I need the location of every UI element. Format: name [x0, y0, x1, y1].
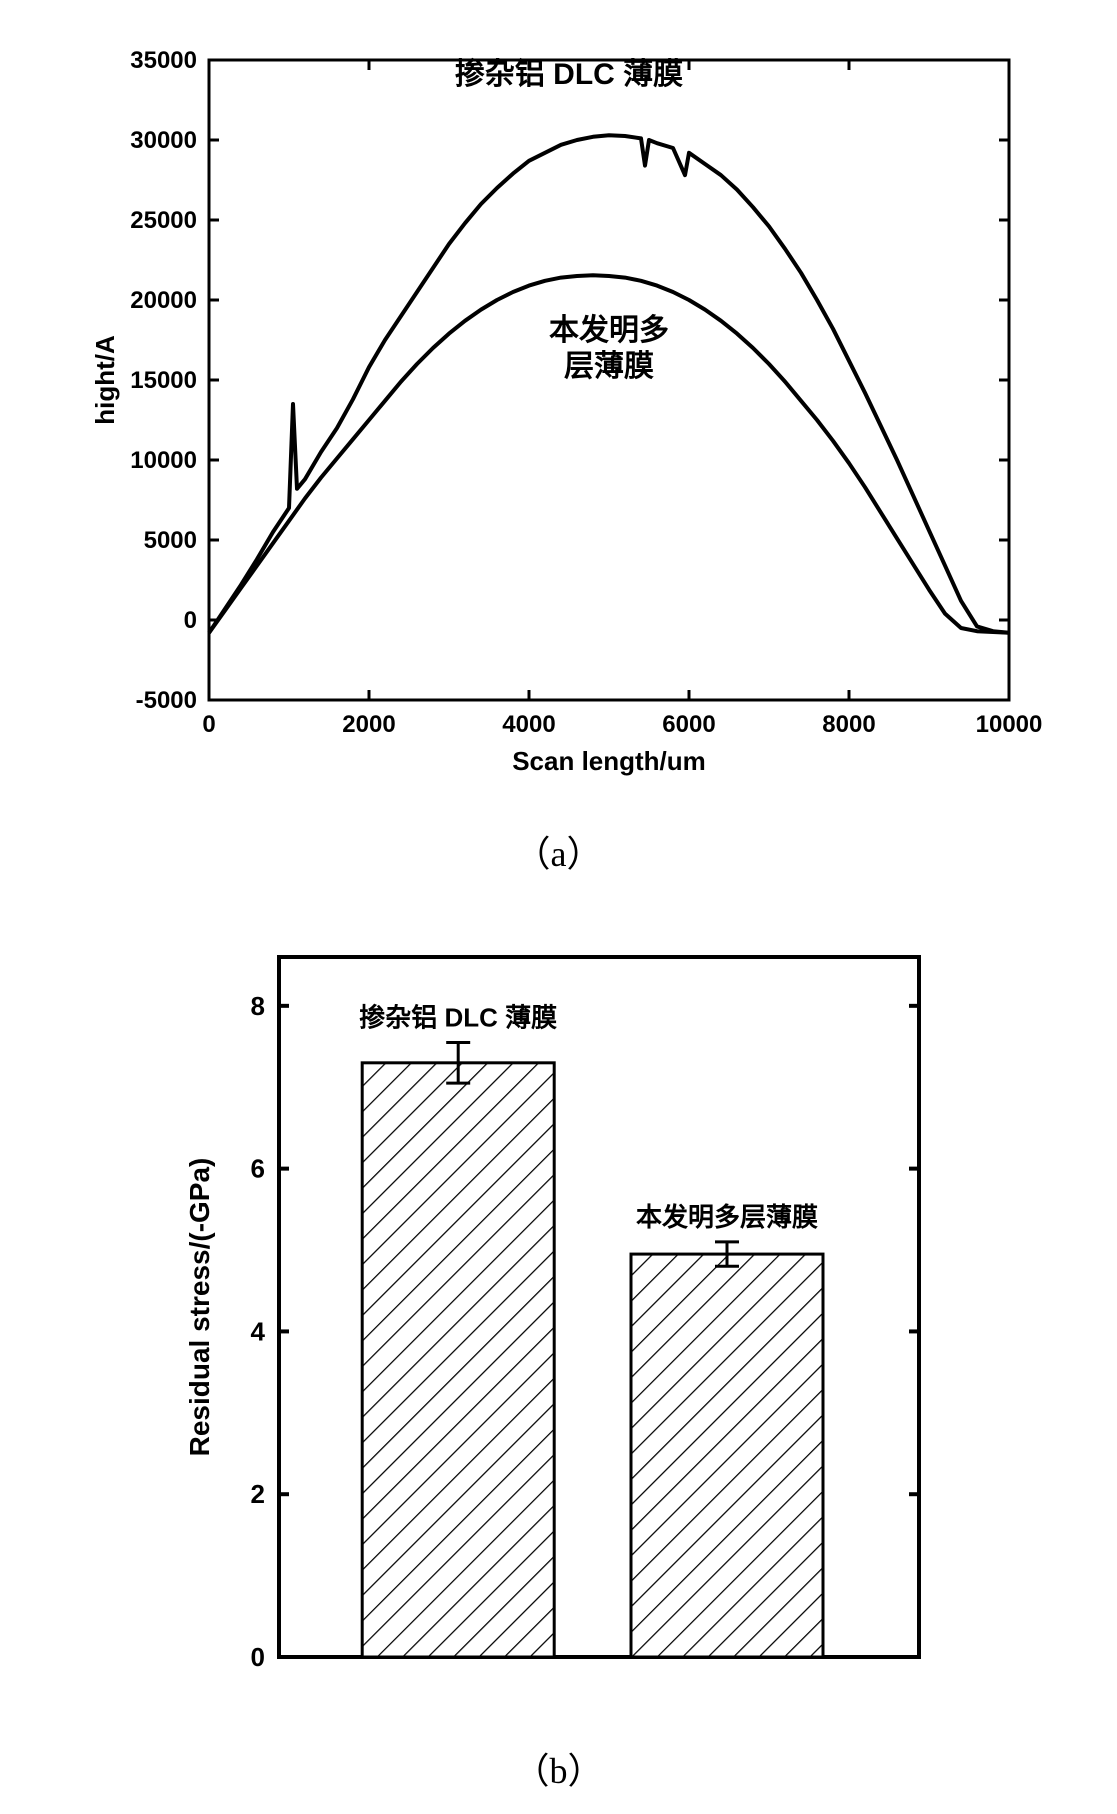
subplot-label-b: （b）: [20, 1742, 1097, 1794]
svg-text:15000: 15000: [130, 367, 197, 394]
svg-text:2000: 2000: [342, 711, 395, 738]
svg-text:25000: 25000: [130, 207, 197, 234]
svg-text:0: 0: [183, 607, 196, 634]
svg-text:35000: 35000: [130, 47, 197, 74]
svg-text:掺杂铝 DLC 薄膜: 掺杂铝 DLC 薄膜: [454, 57, 682, 91]
subplot-label-a: （a）: [20, 825, 1097, 877]
svg-text:6: 6: [250, 1154, 264, 1184]
svg-text:20000: 20000: [130, 287, 197, 314]
svg-text:5000: 5000: [143, 527, 196, 554]
svg-text:6000: 6000: [662, 711, 715, 738]
svg-text:Scan length/um: Scan length/um: [512, 746, 706, 776]
svg-text:本发明多: 本发明多: [549, 314, 669, 347]
svg-text:-5000: -5000: [135, 687, 196, 714]
bar-chart-b: 0 2 4 6 8 Residual stress/(-GPa) 掺杂铝 DLC 薄膜本发明…: [149, 917, 969, 1722]
svg-text:4: 4: [250, 1316, 265, 1346]
svg-text:0: 0: [202, 711, 215, 738]
svg-text:2: 2: [250, 1479, 264, 1509]
svg-text:0: 0: [250, 1642, 264, 1672]
svg-text:8: 8: [250, 991, 264, 1021]
bar-chart-svg: 0 2 4 6 8 Residual stress/(-GPa) 掺杂铝 DLC 薄膜本发明…: [149, 917, 969, 1717]
svg-text:10000: 10000: [975, 711, 1042, 738]
svg-text:30000: 30000: [130, 127, 197, 154]
svg-text:Residual stress/(-GPa): Residual stress/(-GPa): [184, 1158, 215, 1457]
svg-text:hight/A: hight/A: [90, 335, 120, 425]
svg-text:本发明多层薄膜: 本发明多层薄膜: [635, 1202, 817, 1232]
svg-text:10000: 10000: [130, 447, 197, 474]
svg-text:4000: 4000: [502, 711, 555, 738]
svg-text:掺杂铝 DLC 薄膜: 掺杂铝 DLC 薄膜: [359, 1002, 557, 1032]
line-chart-a: 0200040006000800010000-50000500010000150…: [59, 20, 1059, 805]
svg-text:8000: 8000: [822, 711, 875, 738]
svg-text:层薄膜: 层薄膜: [564, 350, 654, 383]
line-chart-svg: 0200040006000800010000-50000500010000150…: [59, 20, 1059, 800]
